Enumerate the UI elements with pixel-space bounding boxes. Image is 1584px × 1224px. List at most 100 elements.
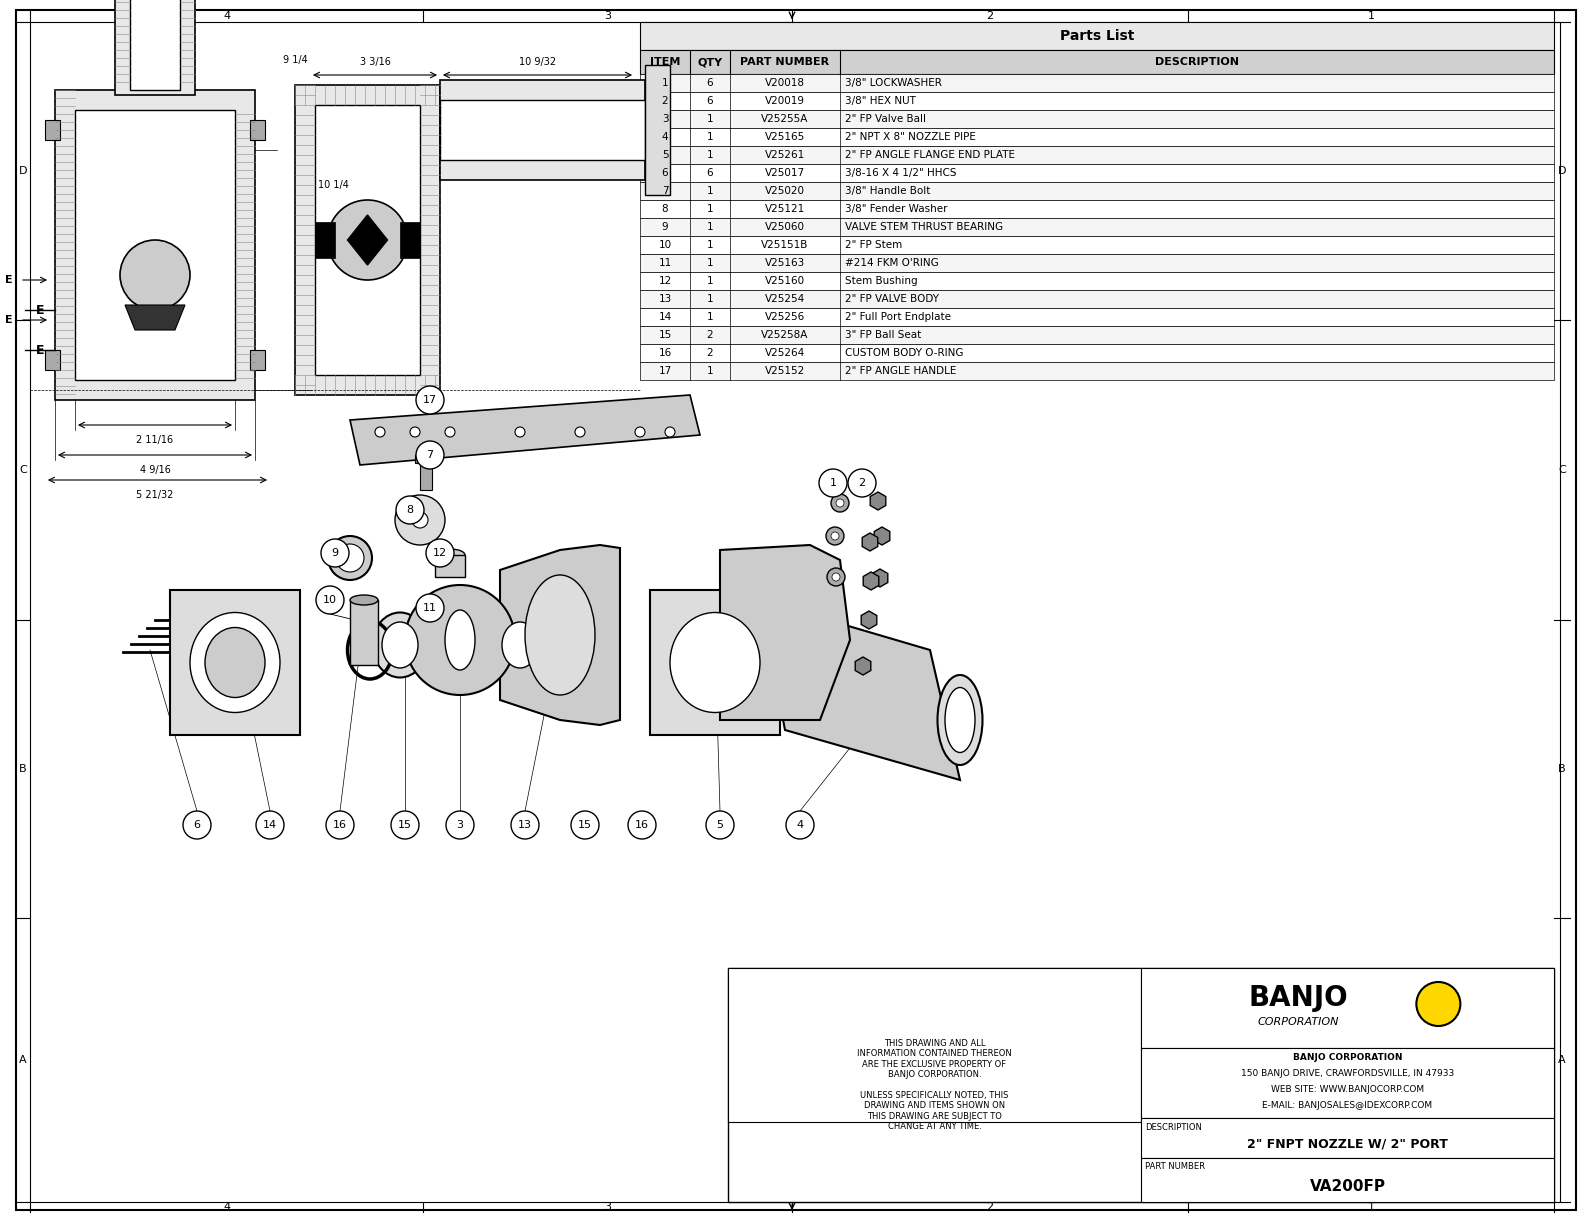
Text: 2" FP Valve Ball: 2" FP Valve Ball <box>844 114 927 124</box>
Circle shape <box>447 812 474 838</box>
Bar <box>640 362 1554 379</box>
Text: 6: 6 <box>706 95 713 106</box>
Polygon shape <box>501 545 619 725</box>
Text: 3: 3 <box>456 820 464 830</box>
Circle shape <box>184 812 211 838</box>
Text: #214 FKM O'RING: #214 FKM O'RING <box>844 258 939 268</box>
Text: 1: 1 <box>830 479 836 488</box>
Text: 15: 15 <box>659 330 672 340</box>
Bar <box>1140 1118 1554 1158</box>
Circle shape <box>515 427 524 437</box>
Circle shape <box>426 539 455 567</box>
Text: 5: 5 <box>662 151 668 160</box>
Text: 6: 6 <box>193 820 201 830</box>
Text: 2: 2 <box>706 330 713 340</box>
Text: 1: 1 <box>706 312 713 322</box>
Ellipse shape <box>502 622 539 668</box>
Text: 2: 2 <box>987 11 993 21</box>
Text: 2" FNPT NOZZLE W/ 2" PORT: 2" FNPT NOZZLE W/ 2" PORT <box>1247 1137 1448 1151</box>
Bar <box>640 344 1554 362</box>
Text: 4: 4 <box>662 132 668 142</box>
Circle shape <box>322 539 348 567</box>
Text: 3/8" HEX NUT: 3/8" HEX NUT <box>844 95 916 106</box>
Bar <box>640 164 1554 182</box>
Text: V25060: V25060 <box>765 222 805 233</box>
Text: 3: 3 <box>604 11 611 21</box>
Polygon shape <box>874 574 890 592</box>
Polygon shape <box>721 545 851 720</box>
Text: 12: 12 <box>432 548 447 558</box>
Text: 6: 6 <box>662 168 668 177</box>
Text: V20018: V20018 <box>765 78 805 88</box>
Text: CUSTOM BODY O-RING: CUSTOM BODY O-RING <box>844 348 963 357</box>
Bar <box>1140 1158 1554 1202</box>
Bar <box>640 73 1554 92</box>
Circle shape <box>391 812 420 838</box>
Text: 1: 1 <box>706 275 713 286</box>
Text: V25255A: V25255A <box>762 114 809 124</box>
Text: DESCRIPTION: DESCRIPTION <box>1145 1122 1202 1132</box>
Bar <box>169 590 299 734</box>
Text: QTY: QTY <box>697 58 722 67</box>
Bar <box>640 129 1554 146</box>
Text: 9 1/4: 9 1/4 <box>284 55 307 65</box>
Circle shape <box>375 427 385 437</box>
Bar <box>640 290 1554 308</box>
Bar <box>640 50 1554 73</box>
Circle shape <box>257 812 284 838</box>
Text: 9: 9 <box>662 222 668 233</box>
Text: V25151B: V25151B <box>762 240 809 250</box>
Text: 1: 1 <box>706 151 713 160</box>
Bar <box>1140 1048 1554 1118</box>
Text: 2: 2 <box>662 95 668 106</box>
Bar <box>350 600 379 665</box>
Circle shape <box>406 585 515 695</box>
Bar <box>250 120 265 140</box>
Polygon shape <box>868 572 884 589</box>
Polygon shape <box>873 487 887 506</box>
Bar <box>640 326 1554 344</box>
Text: 4: 4 <box>797 820 803 830</box>
Circle shape <box>847 469 876 497</box>
Circle shape <box>315 586 344 614</box>
Text: 9: 9 <box>331 548 339 558</box>
Ellipse shape <box>350 595 379 605</box>
Ellipse shape <box>524 575 596 695</box>
Text: 16: 16 <box>333 820 347 830</box>
Circle shape <box>635 427 645 437</box>
Text: ITEM: ITEM <box>649 58 680 67</box>
Circle shape <box>120 240 190 310</box>
Polygon shape <box>868 532 884 550</box>
Text: BANJO CORPORATION: BANJO CORPORATION <box>1293 1054 1402 1062</box>
Text: V25163: V25163 <box>765 258 805 268</box>
Bar <box>640 110 1554 129</box>
Text: 2" FP VALVE BODY: 2" FP VALVE BODY <box>844 294 939 304</box>
Text: E: E <box>36 304 44 317</box>
Text: 3 3/16: 3 3/16 <box>360 58 390 67</box>
Text: 6: 6 <box>706 168 713 177</box>
Circle shape <box>833 539 841 547</box>
Text: 15: 15 <box>398 820 412 830</box>
Text: A: A <box>19 1055 27 1065</box>
Text: 5: 5 <box>716 820 724 830</box>
Text: 3: 3 <box>662 114 668 124</box>
Bar <box>640 146 1554 164</box>
Ellipse shape <box>190 612 280 712</box>
Text: V25020: V25020 <box>765 186 805 196</box>
Bar <box>440 100 645 160</box>
Circle shape <box>627 812 656 838</box>
Circle shape <box>575 427 584 437</box>
Text: 16: 16 <box>659 348 672 357</box>
Text: 1: 1 <box>1367 11 1375 21</box>
Circle shape <box>836 493 844 501</box>
Circle shape <box>410 427 420 437</box>
Text: 2: 2 <box>987 1202 993 1212</box>
Bar <box>130 0 181 91</box>
Text: E: E <box>5 275 13 285</box>
Bar <box>1140 968 1554 1048</box>
Text: 3: 3 <box>604 1202 611 1212</box>
Text: THIS DRAWING AND ALL
INFORMATION CONTAINED THEREON
ARE THE EXCLUSIVE PROPERTY OF: THIS DRAWING AND ALL INFORMATION CONTAIN… <box>857 1039 1012 1131</box>
Text: E: E <box>5 315 13 326</box>
Text: C: C <box>19 465 27 475</box>
Bar <box>640 200 1554 218</box>
